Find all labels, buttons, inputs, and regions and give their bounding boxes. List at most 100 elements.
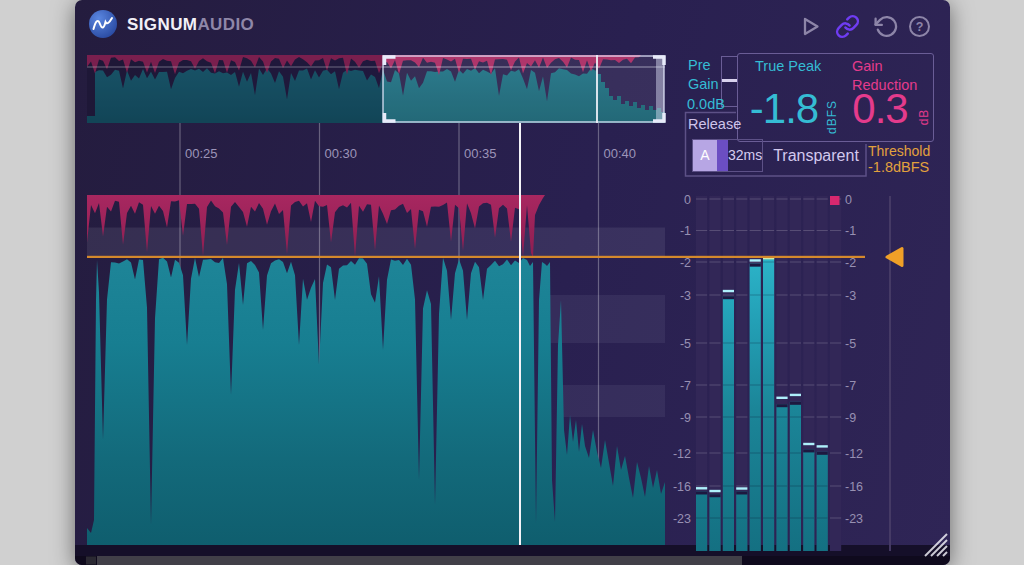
- pre-gain-fader-handle[interactable]: [722, 79, 737, 82]
- meter-bar-segment: [763, 417, 774, 418]
- threshold-line[interactable]: [87, 256, 865, 258]
- meter-scale-label-left: -1: [680, 224, 691, 238]
- scrollbar-handle[interactable]: [97, 556, 742, 565]
- meter-peak-hold: [803, 443, 814, 445]
- meter-bar: [696, 491, 707, 551]
- meter-bar-segment: [723, 417, 734, 418]
- overview-playhead[interactable]: [596, 55, 598, 123]
- brand-primary: SIGNUM: [127, 15, 197, 34]
- meter-tick: [830, 262, 841, 263]
- meter-bar-segment: [723, 385, 734, 386]
- true-peak-panel: True Peak -1.8 dBFS GainReduction 0.3 dB: [737, 53, 934, 142]
- main-playhead[interactable]: [519, 123, 521, 545]
- meter-bar-cap: [723, 296, 734, 299]
- meter-tick: [817, 343, 828, 344]
- meter-scale-label-right: -12: [845, 447, 863, 461]
- gain-reduction-meter-bar: [830, 196, 840, 205]
- meter-tick: [763, 199, 774, 200]
- meter-tick: [723, 230, 734, 231]
- meter-tick: [709, 385, 720, 386]
- meter-scale-label-left: -5: [680, 337, 691, 351]
- meter-bar-cap: [790, 402, 801, 405]
- meter-bar-segment: [750, 295, 761, 296]
- meter-scale-label-right: -5: [845, 337, 856, 351]
- timeline-label: 00:30: [325, 146, 358, 161]
- brand-secondary: AUDIO: [197, 15, 254, 34]
- release-auto-button[interactable]: A: [693, 140, 717, 171]
- meter-bar-segment: [709, 518, 720, 519]
- meter-bar: [817, 452, 828, 551]
- meter-tick: [803, 199, 814, 200]
- meter-bar-segment: [803, 518, 814, 519]
- meter-scale-label-right: 0: [845, 193, 852, 207]
- release-label: Release: [688, 115, 741, 134]
- meter-bar: [763, 256, 774, 551]
- meter-bar-segment: [790, 486, 801, 487]
- meter-scale-label-left: 0: [684, 193, 691, 207]
- meter-tick: [776, 230, 787, 231]
- meter-tick: [736, 385, 747, 386]
- meter-bar: [723, 296, 734, 551]
- meter-tick: [790, 295, 801, 296]
- meter-bar-segment: [750, 518, 761, 519]
- meter-tick: [817, 385, 828, 386]
- meter-tick: [776, 343, 787, 344]
- meter-tick: [696, 486, 707, 487]
- meter-tick: [736, 343, 747, 344]
- meter-tick: [709, 295, 720, 296]
- meter-scale-label-left: -9: [680, 411, 691, 425]
- meter-tick: [723, 199, 734, 200]
- meter-bar-segment: [776, 453, 787, 454]
- meter-bar-segment: [763, 343, 774, 344]
- release-time-value[interactable]: 32ms: [728, 140, 761, 171]
- meter-bar-segment: [763, 453, 774, 454]
- release-time-control[interactable]: A 32ms: [692, 139, 763, 172]
- meter-bar-segment: [763, 295, 774, 296]
- meter-bar-segment: [803, 486, 814, 487]
- release-type-dropdown[interactable]: Transparent: [769, 147, 863, 165]
- meter-tick: [763, 230, 774, 231]
- meter-tick: [709, 453, 720, 454]
- meter-tick: [736, 262, 747, 263]
- meter-tick: [696, 385, 707, 386]
- meter-tick: [790, 230, 801, 231]
- meter-tick: [803, 343, 814, 344]
- undo-icon[interactable]: [873, 14, 898, 39]
- meter-bar: [736, 491, 747, 551]
- meter-bar-segment: [776, 417, 787, 418]
- link-icon[interactable]: [835, 14, 860, 39]
- meter-tick: [803, 385, 814, 386]
- meter-tick: [736, 230, 747, 231]
- play-icon[interactable]: [798, 14, 823, 39]
- selection-right-handle[interactable]: [656, 57, 664, 121]
- meter-scale-label-right: -7: [845, 379, 856, 393]
- timeline-label: 00:35: [464, 146, 497, 161]
- true-peak-label: True Peak: [755, 57, 821, 76]
- meter-tick: [803, 230, 814, 231]
- meter-tick: [723, 295, 734, 296]
- db-zone-band: [559, 385, 665, 417]
- timeline-label: 00:40: [604, 146, 637, 161]
- meter-tick: [830, 486, 841, 487]
- overview-selection[interactable]: [383, 56, 664, 122]
- meter-bar-segment: [763, 385, 774, 386]
- meter-tick: [830, 385, 841, 386]
- meter-bar-cap: [696, 491, 707, 494]
- meter-tick: [709, 417, 720, 418]
- meter-tick: [696, 262, 707, 263]
- meter-scale-label-right: -23: [845, 512, 863, 526]
- meter-tick: [830, 295, 841, 296]
- meter-bar: [750, 264, 761, 551]
- meter-bar-segment: [736, 518, 747, 519]
- threshold-slider-track[interactable]: [889, 196, 891, 551]
- scrollbar-left-button[interactable]: [86, 557, 96, 565]
- meter-tick: [817, 199, 828, 200]
- meter-tick: [709, 230, 720, 231]
- meter-tick: [750, 230, 761, 231]
- meter-bar-segment: [750, 417, 761, 418]
- meter-tick: [830, 343, 841, 344]
- help-icon[interactable]: ?: [907, 14, 932, 39]
- meter-tick: [696, 343, 707, 344]
- meter-tick: [709, 343, 720, 344]
- release-mode-slider[interactable]: [717, 140, 728, 171]
